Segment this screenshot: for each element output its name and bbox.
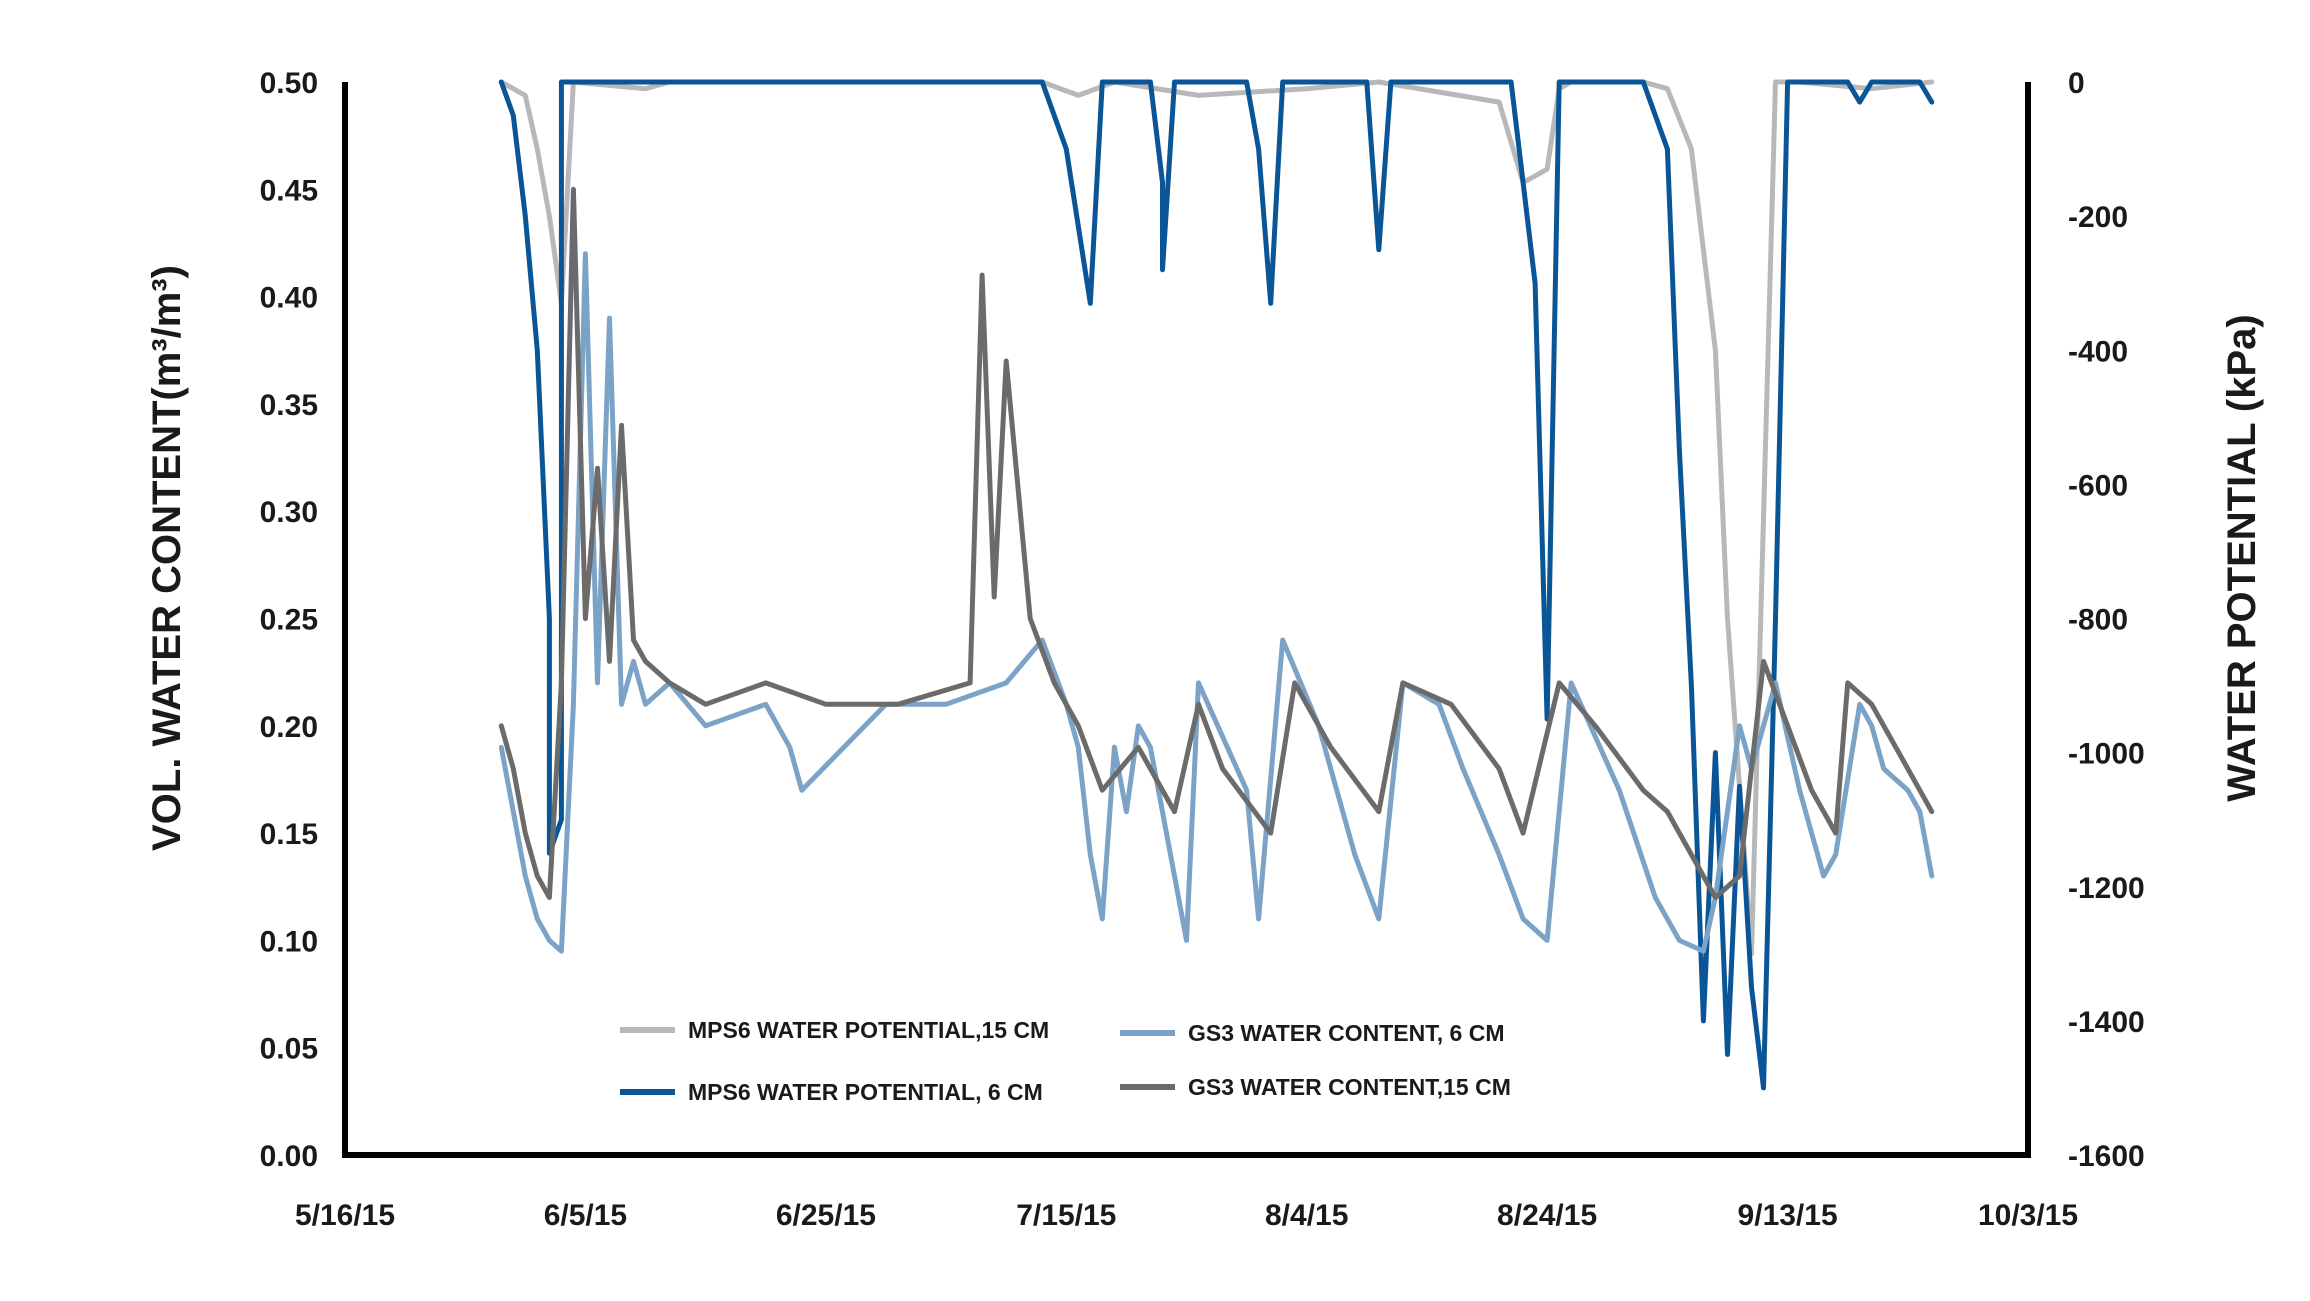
- y-tick-label: 0.30: [260, 496, 318, 529]
- axes-layer: [342, 82, 2031, 1158]
- y-tick-label: 0.20: [260, 711, 318, 744]
- legend: MPS6 WATER POTENTIAL,15 CM MPS6 WATER POT…: [620, 1017, 1511, 1105]
- x-tick-label: 8/24/15: [1497, 1199, 1597, 1232]
- y-tick-label: 0.45: [260, 174, 318, 207]
- y-tick-label: 0.35: [260, 389, 318, 422]
- series-line-4: [498, 186, 1935, 900]
- y2-tick-label: -400: [2068, 335, 2128, 368]
- ticks-layer: 5/16/15 6/5/15 6/25/15 7/15/15 8/4/15 8/24/15…: [260, 67, 2145, 1232]
- series-line-2: [498, 79, 1935, 1091]
- x-tick-label: 6/25/15: [776, 1199, 876, 1232]
- legend-label: MPS6 WATER POTENTIAL, 6 CM: [688, 1079, 1043, 1105]
- series-line-3: [498, 251, 1935, 954]
- legend-label: GS3 WATER CONTENT,15 CM: [1188, 1074, 1511, 1100]
- y2-tick-label: 0: [2068, 67, 2085, 100]
- y2-tick-label: -1000: [2068, 738, 2145, 771]
- y2-axis-title: WATER POTENTIAL (kPa): [2220, 314, 2264, 801]
- y2-tick-label: -800: [2068, 604, 2128, 637]
- y-axis-title: VOL. WATER CONTENT(m³/m³): [145, 265, 189, 851]
- y2-tick-label: -1400: [2068, 1006, 2145, 1039]
- x-tick-label: 7/15/15: [1016, 1199, 1116, 1232]
- x-tick-label: 6/5/15: [544, 1199, 627, 1232]
- y-tick-label: 0.10: [260, 925, 318, 958]
- y-tick-label: 0.50: [260, 67, 318, 100]
- y2-tick-label: -600: [2068, 469, 2128, 502]
- y-tick-label: 0.25: [260, 604, 318, 637]
- y2-tick-label: -1200: [2068, 872, 2145, 905]
- legend-label: MPS6 WATER POTENTIAL,15 CM: [688, 1017, 1049, 1043]
- y-tick-label: 0.05: [260, 1033, 318, 1066]
- y-tick-label: 0.15: [260, 818, 318, 851]
- legend-label: GS3 WATER CONTENT, 6 CM: [1188, 1020, 1505, 1046]
- y-tick-label: 0.40: [260, 282, 318, 315]
- y2-tick-label: -200: [2068, 201, 2128, 234]
- x-tick-label: 8/4/15: [1265, 1199, 1348, 1232]
- y-tick-label: 0.00: [260, 1140, 318, 1173]
- series-layer: [498, 79, 1935, 1091]
- y2-tick-label: -1600: [2068, 1140, 2145, 1173]
- series-line-1: [498, 79, 1935, 957]
- x-tick-label: 10/3/15: [1978, 1199, 2078, 1232]
- x-tick-label: 5/16/15: [295, 1199, 395, 1232]
- x-tick-label: 9/13/15: [1738, 1199, 1838, 1232]
